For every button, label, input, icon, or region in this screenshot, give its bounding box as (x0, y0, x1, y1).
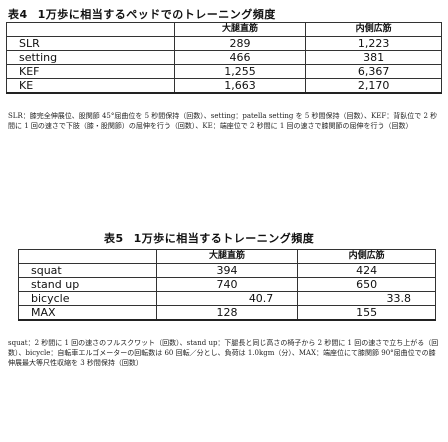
table5-note: squat：2 秒間に 1 回の速さのフルスクワット（回数）、stand up：… (8, 339, 439, 367)
table-row: bicycle 40.7 33.8 (18, 291, 436, 306)
table5-header-rectus: 大腿直筋 (155, 249, 299, 264)
row-label: SLR (6, 36, 175, 51)
rectus-value: 1,255 (173, 64, 307, 79)
table4-header-row: 大腿直筋 内側広筋 (6, 22, 442, 37)
table5-header-blank (18, 249, 157, 264)
vastus-value: 381 (305, 50, 442, 65)
row-label: KEF (6, 64, 175, 79)
row-label: setting (6, 50, 175, 65)
table5-header-vastus: 内側広筋 (297, 249, 436, 264)
vastus-value: 650 (297, 277, 436, 292)
row-label: squat (18, 263, 157, 278)
table-row: KEF 1,255 6,367 (6, 64, 442, 79)
table4-note: SLR：膝完全伸展位、股関節 45°屈曲位を 5 秒間保持（回数）、settin… (8, 112, 438, 130)
table-row: stand up 740 650 (18, 277, 436, 292)
table-row: SLR 289 1,223 (6, 36, 442, 51)
rectus-value: 40.7 (155, 291, 299, 306)
row-label: bicycle (18, 291, 157, 306)
table4-header-rectus: 大腿直筋 (173, 22, 307, 37)
table-row: squat 394 424 (18, 263, 436, 278)
table5-header-row: 大腿直筋 内側広筋 (18, 249, 436, 264)
rectus-value: 466 (173, 50, 307, 65)
table4-header-vastus: 内側広筋 (305, 22, 442, 37)
rectus-value: 740 (155, 277, 299, 292)
rectus-value: 289 (173, 36, 307, 51)
vastus-value: 6,367 (305, 64, 442, 79)
row-label: stand up (18, 277, 157, 292)
table-row: KE 1,663 2,170 (6, 78, 442, 94)
table4-title: 表4 1万歩に相当するペッドでのトレーニング頻度 (8, 6, 276, 22)
vastus-value: 155 (297, 305, 436, 321)
vastus-value: 2,170 (305, 78, 442, 94)
table-row: setting 466 381 (6, 50, 442, 65)
table-row: MAX 128 155 (18, 305, 436, 321)
table5-number: 表5 (104, 232, 124, 245)
row-label: MAX (18, 305, 157, 321)
table5: 大腿直筋 内側広筋 squat 394 424 stand up 740 650… (18, 249, 436, 321)
row-label: KE (6, 78, 175, 94)
rectus-value: 1,663 (173, 78, 307, 94)
table5-title-text: 1万歩に相当するトレーニング頻度 (133, 232, 315, 245)
rectus-value: 128 (155, 305, 299, 321)
table5-title: 表5 1万歩に相当するトレーニング頻度 (104, 230, 314, 246)
table4: 大腿直筋 内側広筋 SLR 289 1,223 setting 466 381 … (6, 22, 442, 94)
table4-title-text: 1万歩に相当するペッドでのトレーニング頻度 (37, 8, 276, 21)
vastus-value: 33.8 (297, 291, 436, 306)
table4-number: 表4 (8, 8, 28, 21)
rectus-value: 394 (155, 263, 299, 278)
table4-header-blank (6, 22, 175, 37)
vastus-value: 1,223 (305, 36, 442, 51)
vastus-value: 424 (297, 263, 436, 278)
